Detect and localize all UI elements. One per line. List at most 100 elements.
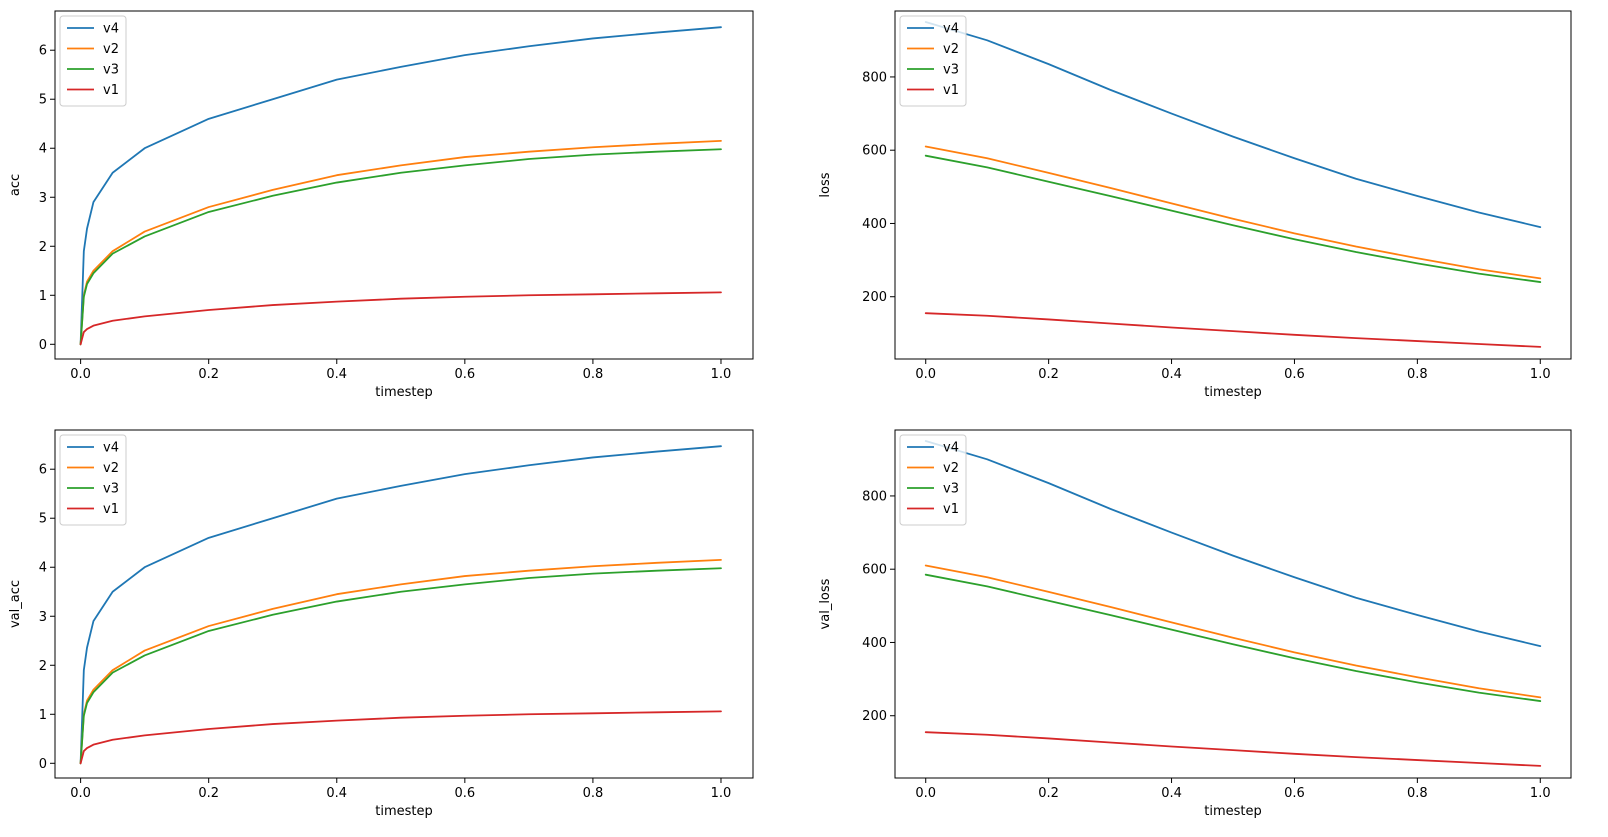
y-tick-label: 1 [39,289,47,304]
legend-box [59,434,127,526]
x-axis-label: timestep [1204,385,1262,400]
y-tick-label: 600 [862,144,887,159]
y-tick-label: 5 [39,512,47,527]
legend: v4 v2 v3 v1 [899,15,967,107]
y-axis-label: loss [818,172,833,197]
x-tick-label: 0.8 [1407,786,1428,801]
x-tick-label: 1.0 [711,786,732,801]
legend-label-v4: v4 [943,441,959,456]
legend-label-v2: v2 [943,42,959,57]
legend: v4 v2 v3 v1 [59,15,127,107]
y-tick-label: 400 [862,217,887,232]
legend: v4 v2 v3 v1 [59,434,127,526]
x-tick-label: 0.8 [1407,367,1428,382]
x-tick-label: 0.0 [70,367,91,382]
y-tick-label: 800 [862,70,887,85]
y-tick-label: 0 [39,338,47,353]
y-tick-label: 3 [39,191,47,206]
legend-box [899,434,967,526]
series-line-v4 [79,26,722,346]
x-tick-label: 0.0 [915,786,936,801]
series-line-v4 [79,445,722,765]
legend-label-v4: v4 [103,22,119,37]
series-line-v2 [924,564,1542,699]
plot-frame [54,429,754,779]
y-tick-label: 2 [39,240,47,255]
series-group [79,26,722,346]
legend-label-v2: v2 [103,42,119,57]
legend-label-v3: v3 [103,63,119,78]
series-line-v1 [79,710,722,765]
x-tick-label: 0.8 [583,367,604,382]
y-tick-label: 200 [862,290,887,305]
legend-label-v2: v2 [943,461,959,476]
x-axis-label: timestep [375,385,433,400]
val-acc-chart: 0.0 0.2 0.4 0.6 0.8 1.0 0 1 2 3 4 5 6 timestep val_acc… [8,429,754,819]
legend-label-v1: v1 [943,83,959,98]
y-tick-label: 3 [39,610,47,625]
y-tick-label: 2 [39,659,47,674]
x-tick-label: 0.8 [583,786,604,801]
loss-chart: 0.0 0.2 0.4 0.6 0.8 1.0 200 400 600 800 timestep lo… [818,10,1572,400]
val-loss-chart: 0.0 0.2 0.4 0.6 0.8 1.0 200 400 600 800 timestep va… [818,429,1572,819]
legend-label-v3: v3 [943,63,959,78]
y-tick-label: 200 [862,709,887,724]
series-group [924,440,1542,767]
x-tick-label: 0.6 [454,367,475,382]
x-tick-label: 0.4 [326,786,347,801]
series-line-v1 [924,731,1542,767]
y-tick-label: 400 [862,636,887,651]
x-tick-label: 0.0 [70,786,91,801]
series-line-v1 [79,291,722,346]
x-tick-label: 1.0 [1530,786,1551,801]
legend-box [899,15,967,107]
series-line-v2 [924,145,1542,280]
y-tick-label: 600 [862,563,887,578]
series-line-v2 [79,139,722,346]
y-axis-label: val_loss [818,578,833,629]
series-line-v3 [924,154,1542,283]
x-tick-label: 1.0 [711,367,732,382]
y-tick-label: 0 [39,757,47,772]
plot-frame [894,429,1572,779]
series-line-v3 [79,567,722,765]
series-line-v2 [79,558,722,765]
series-line-v3 [79,148,722,346]
x-tick-label: 0.6 [1284,367,1305,382]
x-tick-label: 0.4 [1161,786,1182,801]
series-group [79,445,722,765]
y-tick-label: 800 [862,489,887,504]
y-tick-label: 4 [39,142,47,157]
y-tick-label: 1 [39,708,47,723]
x-tick-label: 0.4 [1161,367,1182,382]
x-tick-label: 0.4 [326,367,347,382]
x-tick-label: 0.6 [1284,786,1305,801]
y-tick-label: 6 [39,463,47,478]
y-axis-label: acc [8,174,23,196]
legend-label-v1: v1 [103,83,119,98]
legend-label-v4: v4 [943,22,959,37]
series-line-v1 [924,312,1542,348]
y-axis-label: val_acc [8,580,23,628]
series-group [924,21,1542,348]
plot-frame [894,10,1572,360]
series-line-v3 [924,573,1542,702]
x-tick-label: 0.6 [454,786,475,801]
legend-label-v1: v1 [943,502,959,517]
x-tick-label: 0.2 [1038,367,1059,382]
x-tick-label: 0.0 [915,367,936,382]
legend: v4 v2 v3 v1 [899,434,967,526]
y-tick-label: 5 [39,93,47,108]
series-line-v4 [924,440,1542,648]
acc-chart: 0.0 0.2 0.4 0.6 0.8 1.0 0 1 2 3 4 5 6 timestep acc v4 v2… [8,10,754,400]
x-tick-label: 0.2 [198,786,219,801]
x-tick-label: 1.0 [1530,367,1551,382]
x-axis-label: timestep [375,804,433,819]
x-axis-label: timestep [1204,804,1262,819]
legend-label-v3: v3 [103,482,119,497]
legend-label-v3: v3 [943,482,959,497]
legend-box [59,15,127,107]
series-line-v4 [924,21,1542,229]
